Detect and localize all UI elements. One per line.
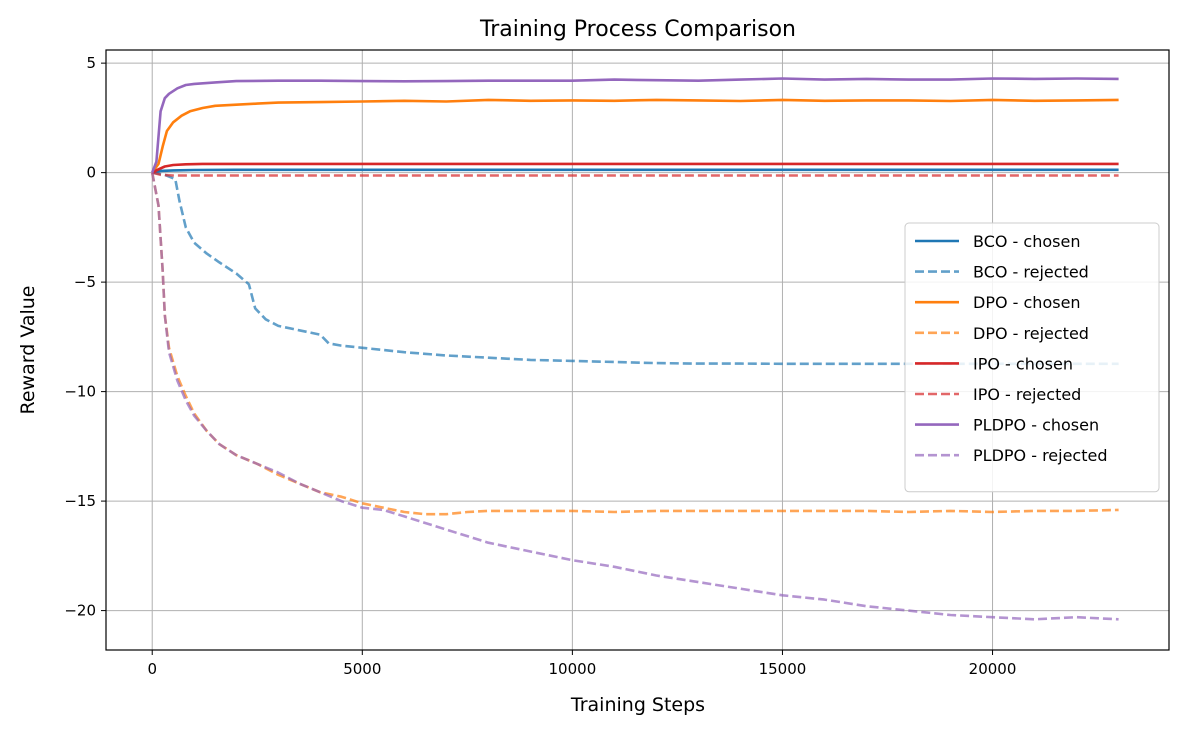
legend-label-dpo-rejected: DPO - rejected — [973, 324, 1089, 343]
series-line-ipo-rejected — [151, 171, 1119, 177]
y-tick-label: −20 — [64, 602, 96, 620]
series-line-dpo-rejected — [150, 172, 1119, 516]
chart-title: Training Process Comparison — [479, 17, 796, 42]
legend-label-pldpo-rejected: PLDPO - rejected — [973, 446, 1108, 465]
y-tick-label: −5 — [74, 273, 96, 291]
legend-label-ipo-chosen: IPO - chosen — [973, 354, 1073, 373]
legend-label-bco-rejected: BCO - rejected — [973, 263, 1089, 282]
legend-label-pldpo-chosen: PLDPO - chosen — [973, 416, 1099, 435]
x-tick-label: 0 — [147, 660, 157, 678]
y-axis-label: Reward Value — [17, 286, 39, 415]
series-line-bco-rejected — [151, 171, 1119, 366]
x-tick-label: 5000 — [343, 660, 381, 678]
grid — [106, 50, 1169, 650]
x-tick-label: 20000 — [969, 660, 1017, 678]
legend: BCO - chosen BCO - rejected DPO - chosen DP… — [904, 222, 1160, 493]
x-axis-label: Training Steps — [570, 694, 705, 716]
axis-ticks: 0 5000 10000 15000 20000 5 0 −5 −10 −15 −20 — [64, 54, 1016, 678]
x-tick-label: 10000 — [549, 660, 597, 678]
series-line-ipo-chosen — [151, 162, 1119, 174]
legend-label-ipo-rejected: IPO - rejected — [973, 385, 1081, 404]
y-tick-label: −15 — [64, 492, 96, 510]
y-tick-label: 5 — [86, 54, 96, 72]
legend-box — [904, 222, 1160, 493]
x-tick-label: 15000 — [759, 660, 807, 678]
plot-frame — [105, 49, 1170, 651]
y-tick-label: 0 — [86, 164, 96, 182]
series-line-pldpo-rejected — [150, 172, 1119, 621]
legend-label-bco-chosen: BCO - chosen — [973, 232, 1080, 251]
series-line-bco-chosen — [151, 168, 1119, 174]
y-tick-label: −10 — [64, 383, 96, 401]
plot-lines — [150, 77, 1119, 621]
legend-label-dpo-chosen: DPO - chosen — [973, 293, 1081, 312]
series-line-pldpo-chosen — [150, 77, 1119, 174]
series-line-dpo-chosen — [151, 98, 1119, 174]
